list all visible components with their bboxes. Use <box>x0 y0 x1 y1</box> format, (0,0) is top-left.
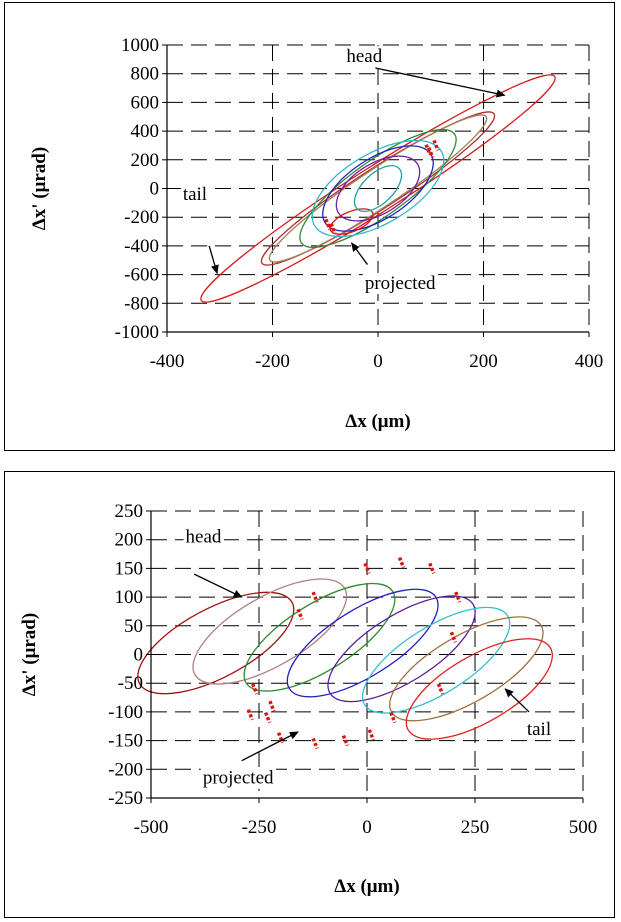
chart-0-y-tick-label: -400 <box>124 236 159 257</box>
chart-0-annotation-arrow <box>351 242 368 265</box>
chart-1-series-ellipse-3 <box>286 588 439 698</box>
chart-0-series-ellipse-0 <box>200 74 556 303</box>
chart-1-projected-point <box>397 557 406 569</box>
chart-0-x-tick-label: -200 <box>255 351 290 372</box>
chart-0-series-ellipse-3 <box>299 128 457 249</box>
chart-0-y-tick-label: -800 <box>124 293 159 314</box>
chart-0-projected-point <box>324 218 332 231</box>
chart-1-series-ellipse-4 <box>327 595 476 703</box>
chart-0-x-axis-label: Δx (μm) <box>345 411 410 432</box>
chart-0-annotation-bg <box>180 183 210 205</box>
chart-1-x-tick-label: 500 <box>569 817 598 838</box>
chart-1-annotation-head: head <box>186 527 222 548</box>
chart-1-x-tick-label: 0 <box>362 817 372 838</box>
chart-1-y-tick-label: 100 <box>115 587 144 608</box>
chart-1-annotation-tail: tail <box>527 719 551 740</box>
chart-1-projected-point <box>251 683 259 695</box>
chart-panel-bottom: 250 200 150 100 50 0 -50 -100 -150 -200 -250 -500 -2… <box>4 471 615 918</box>
chart-1-annotation-bg <box>200 767 277 789</box>
chart-0-y-tick-label: 600 <box>131 92 160 113</box>
chart-1-x-axis-label: Δx (μm) <box>334 876 399 897</box>
chart-0-x-tick-label: -400 <box>150 351 185 372</box>
chart-0-projected-point <box>427 146 435 159</box>
chart-1-projected-point <box>428 562 436 575</box>
chart-0-series-ellipse-8 <box>353 165 403 212</box>
chart-1-y-tick-label: 150 <box>115 558 144 579</box>
chart-1-projected-point <box>363 562 371 575</box>
chart-1-x-tick-label: -500 <box>134 817 169 838</box>
chart-1-y-tick-label: 0 <box>134 645 144 666</box>
chart-0-y-tick-label: 800 <box>131 64 160 85</box>
chart-0-series-ellipse-4 <box>311 139 445 238</box>
chart-1-y-tick-label: -150 <box>108 731 143 752</box>
chart-1-y-tick-label: -250 <box>108 788 143 809</box>
chart-1-projected-point <box>246 709 254 721</box>
chart-1-projected-point <box>454 591 462 603</box>
chart-0-annotation-arrow <box>208 245 219 275</box>
chart-1-series-ellipse-5 <box>361 606 511 714</box>
chart-0-y-tick-label: 1000 <box>121 35 159 56</box>
chart-1-y-tick-label: -50 <box>118 673 143 694</box>
chart-1-annotation-bg <box>183 526 224 548</box>
chart-1-projected-point <box>311 591 319 603</box>
chart-0-series-ellipse-6 <box>335 155 421 222</box>
chart-1-y-tick-label: 250 <box>115 501 144 522</box>
chart-0-series-ellipse-1 <box>260 111 496 266</box>
chart-0-x-tick-label: 0 <box>373 351 383 372</box>
chart-1-annotation-arrow <box>504 688 530 713</box>
chart-1-series-ellipse-1 <box>192 578 348 685</box>
chart-0-x-tick-label: 400 <box>575 351 604 372</box>
chart-0-x-tick-label: 200 <box>469 351 498 372</box>
chart-1-projected-point <box>449 631 458 643</box>
chart-1-series-ellipse-0 <box>137 591 295 695</box>
chart-1-y-tick-label: -200 <box>108 759 143 780</box>
chart-0-annotation-projected: projected <box>365 273 436 294</box>
chart-1-projected-point <box>389 711 397 724</box>
chart-1-projected-point <box>367 729 375 741</box>
chart-0-y-axis-label: Δx' (μrad) <box>29 147 50 230</box>
chart-1-projected-point <box>341 734 350 747</box>
chart-0-series-ellipse-7 <box>329 208 374 235</box>
chart-1-annotation-projected: projected <box>203 768 274 789</box>
chart-0-projected-point <box>329 223 337 235</box>
chart-0-series-ellipse-2 <box>268 114 488 263</box>
chart-1-projected-point <box>264 711 272 724</box>
chart-1-annotation-arrow <box>241 731 299 762</box>
chart-1-projected-point <box>296 608 304 620</box>
chart-0-annotation-bg <box>344 46 385 68</box>
chart-1-projected-point <box>436 683 445 695</box>
chart-0-annotation-bg <box>362 272 438 294</box>
chart-1-series-ellipse-6 <box>389 616 544 722</box>
chart-top: 1000 800 600 400 200 0 -200 -400 -600 -800 -1000 -4… <box>29 35 604 432</box>
chart-1-series-ellipse-2 <box>243 582 396 692</box>
chart-0-y-tick-label: -200 <box>124 207 159 228</box>
chart-1-y-axis-label: Δx' (μrad) <box>19 613 40 696</box>
chart-0-y-tick-label: -600 <box>124 265 159 286</box>
chart-0-annotation-tail: tail <box>183 184 207 205</box>
chart-1-projected-point <box>268 700 276 712</box>
chart-1-projected-point <box>276 732 285 744</box>
chart-1-series-ellipse-7 <box>405 638 553 740</box>
chart-1-y-tick-label: -100 <box>108 702 143 723</box>
chart-1-y-tick-label: 50 <box>124 616 143 637</box>
chart-1-x-tick-label: 250 <box>461 817 490 838</box>
chart-1-annotation-bg <box>524 718 554 740</box>
chart-1-projected-point <box>311 737 319 750</box>
chart-0-y-tick-label: 400 <box>131 121 160 142</box>
chart-panel-top: 1000 800 600 400 200 0 -200 -400 -600 -800 -1000 -4… <box>4 2 615 451</box>
chart-1-x-tick-label: -250 <box>242 817 277 838</box>
chart-0-annotation-arrow <box>375 67 506 98</box>
chart-1-y-tick-label: 200 <box>115 530 144 551</box>
chart-1-annotation-arrow <box>193 573 243 598</box>
chart-0-y-tick-label: 0 <box>150 179 160 200</box>
chart-0-y-tick-label: -1000 <box>115 322 159 343</box>
chart-0-projected-point <box>432 139 440 152</box>
chart-0-annotation-head: head <box>346 46 382 67</box>
chart-0-y-tick-label: 200 <box>131 150 160 171</box>
